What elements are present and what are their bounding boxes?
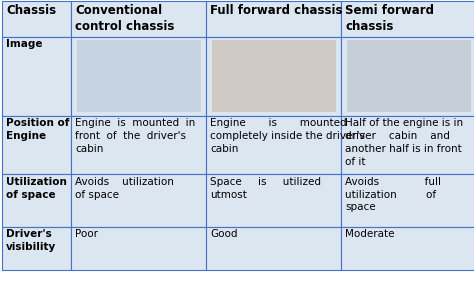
Bar [341,1,474,37]
Text: Avoids              full
utilization         of
space: Avoids full utilization of space [345,177,441,212]
Bar [71,227,206,270]
Text: Moderate: Moderate [345,229,394,239]
Bar [341,174,474,227]
Text: Semi forward
chassis: Semi forward chassis [345,4,434,33]
Text: Engine       is       mounted
completely inside the driver's
cabin: Engine is mounted completely inside the … [210,118,365,154]
Text: Poor: Poor [75,229,98,239]
Bar [71,174,206,227]
Text: Conventional
control chassis: Conventional control chassis [75,4,174,33]
Text: Avoids    utilization
of space: Avoids utilization of space [75,177,174,199]
Text: Space     is     utilized
utmost: Space is utilized utmost [210,177,321,199]
Bar [341,37,474,116]
Text: Position of
Engine: Position of Engine [6,118,70,141]
Bar [206,116,341,174]
Text: Engine  is  mounted  in
front  of  the  driver's
cabin: Engine is mounted in front of the driver… [75,118,195,154]
Bar [347,40,471,112]
Text: Image: Image [6,39,43,49]
Bar [2,174,71,227]
Bar [77,40,201,112]
Text: Chassis: Chassis [6,4,56,17]
Bar [206,37,341,116]
Text: Driver's
visibility: Driver's visibility [6,229,56,252]
Bar [2,37,71,116]
Bar [206,227,341,270]
Bar [212,40,336,112]
Bar [206,174,341,227]
Bar [71,116,206,174]
Text: Half of the engine is in
driver    cabin    and
another half is in front
of it: Half of the engine is in driver cabin an… [345,118,463,167]
Bar [341,227,474,270]
Bar [206,1,341,37]
Bar [2,1,71,37]
Bar [2,116,71,174]
Text: Full forward chassis: Full forward chassis [210,4,343,17]
Text: Utilization
of space: Utilization of space [6,177,67,199]
Bar [71,37,206,116]
Bar [2,227,71,270]
Bar [71,1,206,37]
Text: Good: Good [210,229,237,239]
Bar [341,116,474,174]
